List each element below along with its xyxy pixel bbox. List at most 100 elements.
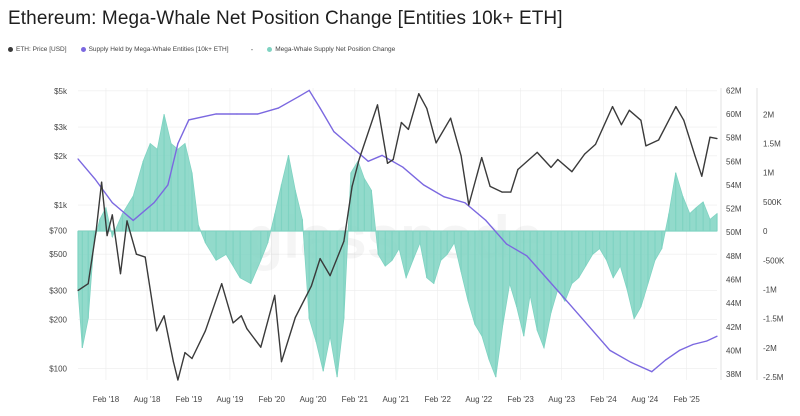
price-point xyxy=(155,330,158,332)
legend-marker-price xyxy=(8,46,13,52)
price-point xyxy=(246,328,248,330)
y-mid-tick-label: 42M xyxy=(726,323,742,332)
price-point xyxy=(701,175,703,177)
y-left-tick-label: $700 xyxy=(49,226,67,235)
price-point xyxy=(135,253,137,255)
net-change-series[interactable] xyxy=(77,114,718,378)
price-point xyxy=(126,220,128,222)
y-mid-tick-label: 62M xyxy=(726,86,742,95)
y-left-tick-label: $5k xyxy=(54,87,68,96)
supply-point xyxy=(298,95,300,97)
price-point xyxy=(407,128,409,131)
x-tick-label: Feb '23 xyxy=(507,395,534,404)
price-point xyxy=(418,93,420,95)
x-tick-label: Feb '21 xyxy=(342,395,369,404)
price-point xyxy=(645,145,647,147)
y-right-tick-label: -2M xyxy=(763,344,777,353)
price-point xyxy=(191,357,193,360)
legend-item-supply[interactable]: Supply Held by Mega-Whale Entities [10k+… xyxy=(80,46,229,53)
supply-point xyxy=(526,255,528,257)
y-right-tick-label: -2.5M xyxy=(763,373,784,382)
y-left-tick-label: $2k xyxy=(54,152,68,161)
y-right-tick-label: 1.5M xyxy=(763,139,781,148)
y-mid-tick-label: 46M xyxy=(726,276,742,285)
x-tick-label: Aug '19 xyxy=(216,395,243,404)
price-point xyxy=(481,157,483,159)
price-point xyxy=(571,171,573,173)
supply-point xyxy=(167,184,169,186)
x-tick-label: Feb '25 xyxy=(673,395,700,404)
price-point xyxy=(260,346,262,348)
price-point xyxy=(343,240,345,242)
price-point xyxy=(392,158,394,161)
y-mid-tick-label: 56M xyxy=(726,157,742,166)
price-point xyxy=(550,166,552,168)
price-point xyxy=(310,285,313,287)
legend-separator: - xyxy=(250,44,254,54)
x-tick-label: Aug '24 xyxy=(631,395,658,404)
supply-point xyxy=(609,349,611,352)
price-point xyxy=(87,283,89,285)
price-point xyxy=(319,258,321,260)
supply-point xyxy=(651,371,653,373)
price-point xyxy=(460,155,462,157)
price-point xyxy=(329,274,331,277)
supply-point xyxy=(665,359,667,361)
supply-point xyxy=(423,184,425,186)
supply-point xyxy=(443,196,445,198)
price-point xyxy=(716,137,718,140)
y-mid-tick-label: 60M xyxy=(726,110,742,119)
supply-point xyxy=(568,302,570,304)
x-tick-label: Aug '21 xyxy=(382,395,409,404)
supply-point xyxy=(464,202,466,204)
supply-point xyxy=(257,113,259,115)
price-point xyxy=(400,121,402,124)
x-tick-label: Aug '20 xyxy=(300,395,327,404)
supply-point xyxy=(588,326,590,328)
legend-item-change[interactable]: Mega-Whale Supply Net Position Change xyxy=(267,46,395,53)
y-left-tick-label: $200 xyxy=(49,315,67,324)
y-mid-tick-label: 52M xyxy=(726,205,742,214)
supply-point xyxy=(319,107,321,109)
supply-point xyxy=(367,160,369,162)
price-point xyxy=(240,315,242,317)
y-right-tick-label: 1M xyxy=(763,169,774,178)
x-tick-label: Feb '18 xyxy=(93,395,120,404)
supply-point xyxy=(77,158,79,160)
y-left-tick-label: $300 xyxy=(49,286,67,295)
price-point xyxy=(106,235,108,237)
price-point xyxy=(163,315,165,317)
price-point xyxy=(172,361,174,363)
supply-point xyxy=(630,361,632,363)
price-point xyxy=(101,181,103,183)
supply-point xyxy=(333,131,335,133)
supply-point xyxy=(402,166,404,168)
y-left-tick-label: $100 xyxy=(49,364,67,373)
price-point xyxy=(683,119,685,121)
price-point xyxy=(358,158,360,161)
supply-point xyxy=(153,202,155,204)
y-left-tick-label: $1k xyxy=(54,201,68,210)
x-tick-label: Feb '22 xyxy=(424,395,451,404)
supply-point xyxy=(716,335,718,337)
x-tick-label: Aug '22 xyxy=(465,395,492,404)
price-point xyxy=(294,316,296,319)
price-point xyxy=(640,119,642,121)
price-point xyxy=(204,330,206,332)
price-point xyxy=(594,143,597,145)
price-point xyxy=(658,139,660,141)
price-point xyxy=(77,289,79,292)
legend-marker-supply xyxy=(80,46,86,52)
supply-point xyxy=(547,278,549,281)
price-point xyxy=(709,136,711,138)
price-point xyxy=(376,104,379,106)
y-right-tick-label: 2M xyxy=(763,110,774,119)
x-axis: Feb '18 Aug '18 Feb '19 Aug '19 Feb '20 Aug '… xyxy=(93,395,701,404)
y-right-tick-label: -1M xyxy=(763,285,777,294)
legend-marker-change xyxy=(267,46,273,52)
price-point xyxy=(510,191,512,193)
legend-item-price[interactable]: ETH: Price [USD] xyxy=(8,46,67,53)
price-point xyxy=(628,109,630,111)
supply-point xyxy=(188,119,190,121)
